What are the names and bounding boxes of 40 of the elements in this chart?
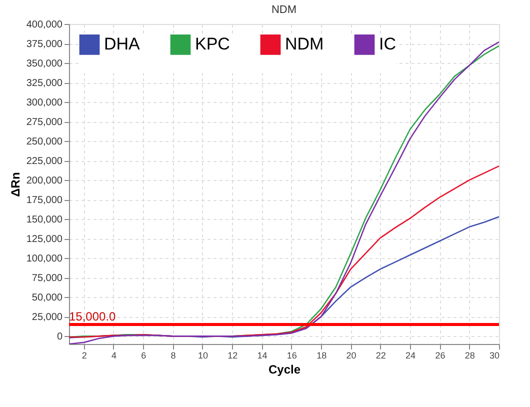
y-tick-label: 125,000 [26,234,63,246]
legend-label: DHA [104,34,141,54]
y-tick-label: 100,000 [26,254,63,265]
x-tick-label: 16 [286,350,297,360]
y-axis-title: ΔRn [8,172,22,197]
y-tick-label: 375,000 [26,39,63,50]
legend-label: NDM [285,34,324,54]
y-tick-label: 225,000 [26,156,63,168]
y-tick-label: 200,000 [26,176,63,187]
x-tick-label: 20 [346,350,356,360]
x-tick-label: 12 [228,350,238,360]
x-tick-label: 2 [82,350,87,360]
x-tick-label: 30 [489,350,500,360]
x-tick-label: 24 [406,350,416,360]
y-tick-label: 50,000 [32,292,63,304]
y-tick-label: 300,000 [26,98,63,109]
x-tick-label: 22 [376,350,386,360]
ref-line-label: 15,000.0 [69,309,116,324]
y-tick-label: 400,000 [26,20,63,30]
x-tick-label: 4 [111,350,116,360]
y-tick-label: 325,000 [26,78,63,90]
x-tick-label: 28 [464,350,475,360]
x-tick-label: 8 [170,350,176,360]
y-tick-label: 350,000 [26,58,63,70]
x-tick-label: 10 [198,350,208,360]
y-tick-label: 275,000 [26,117,63,128]
x-tick-label: 26 [435,350,446,360]
x-axis-title: Cycle [268,362,301,376]
x-tick-label: 14 [257,350,268,360]
y-tick-label: 25,000 [32,312,63,324]
legend-label: KPC [195,34,230,54]
chart-title: NDM [271,4,297,16]
legend-label: IC [379,34,396,54]
y-tick-label: 175,000 [26,195,63,206]
x-tick-label: 18 [316,350,327,360]
y-tick-label: 250,000 [26,136,63,148]
y-tick-label: 150,000 [26,214,63,226]
y-tick-label: 0 [56,332,63,343]
y-tick-label: 75,000 [32,273,63,284]
x-tick-label: 6 [141,350,146,360]
